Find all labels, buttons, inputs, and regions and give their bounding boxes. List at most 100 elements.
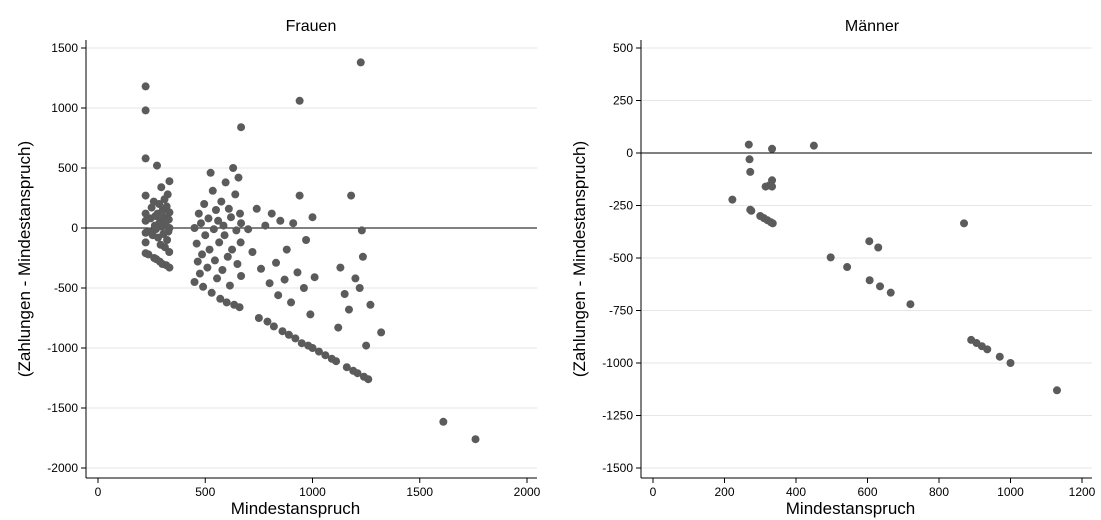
data-point [162, 202, 171, 211]
data-point [278, 327, 287, 336]
data-point [347, 191, 356, 200]
data-point [355, 284, 364, 292]
data-point [210, 256, 219, 265]
data-point [377, 328, 386, 337]
data-point [768, 176, 777, 185]
data-point [205, 245, 214, 254]
data-point [236, 238, 245, 247]
data-point [768, 219, 777, 228]
data-point [165, 208, 174, 217]
data-point [228, 245, 237, 254]
data-point [768, 182, 777, 191]
data-point [163, 236, 172, 244]
data-point [196, 219, 205, 228]
data-point [254, 314, 263, 322]
data-point [366, 300, 375, 309]
y-tick-label: 500 [613, 41, 633, 55]
data-point [224, 204, 233, 213]
y-tick-label: 0 [71, 221, 78, 235]
data-point [198, 250, 207, 259]
x-axis-label: Mindestanspruch [231, 499, 360, 518]
data-point [876, 282, 885, 291]
data-point [280, 275, 289, 284]
data-point [237, 272, 246, 280]
data-point [746, 167, 755, 176]
data-point [207, 288, 216, 297]
y-tick-label: -500 [54, 281, 78, 295]
data-point [204, 214, 213, 223]
data-point [332, 357, 341, 366]
data-point [874, 243, 883, 252]
data-point [351, 274, 360, 283]
x-tick-label: 800 [929, 485, 949, 499]
data-point [321, 351, 330, 360]
data-point [215, 238, 224, 247]
y-tick-label: -250 [609, 199, 633, 213]
data-point [165, 224, 174, 232]
data-point [295, 191, 304, 200]
x-tick-label: 600 [857, 485, 877, 499]
data-point [471, 435, 480, 444]
data-point [222, 298, 231, 307]
data-point [141, 82, 150, 91]
data-point [744, 140, 753, 149]
data-point [308, 213, 317, 222]
data-point [165, 177, 174, 186]
data-point [209, 225, 218, 234]
y-tick-label: -1250 [602, 409, 633, 423]
data-point [983, 345, 992, 354]
x-tick-label: 0 [650, 485, 657, 499]
data-point [265, 279, 274, 288]
data-point [865, 276, 874, 285]
data-point [141, 191, 150, 200]
data-point [308, 344, 317, 352]
data-point [272, 258, 281, 267]
data-point [728, 195, 737, 204]
data-point [267, 209, 276, 218]
y-tick-label: -500 [609, 251, 633, 265]
data-point [356, 58, 365, 67]
data-point [269, 322, 278, 331]
y-tick-label: -1000 [47, 341, 78, 355]
data-point [226, 213, 235, 222]
data-point [291, 334, 300, 343]
data-point [263, 317, 272, 326]
y-axis-label: (Zahlungen - Mindestanspruch) [570, 141, 589, 377]
data-point [147, 203, 156, 212]
data-point [218, 266, 227, 274]
data-point [310, 273, 319, 282]
data-point [244, 225, 253, 234]
x-tick-label: 1500 [406, 485, 433, 499]
data-point [235, 209, 244, 218]
data-point [768, 144, 777, 153]
data-point [152, 161, 161, 170]
chart-title: Frauen [286, 18, 337, 35]
y-tick-label: -750 [609, 304, 633, 318]
y-tick-label: -1000 [602, 356, 633, 370]
x-tick-label: 200 [714, 485, 734, 499]
data-point [165, 263, 174, 272]
data-point [302, 236, 311, 244]
data-point [165, 248, 174, 256]
data-point [219, 221, 228, 230]
x-tick-label: 2000 [514, 485, 541, 499]
data-point [199, 282, 208, 291]
data-point [314, 347, 323, 356]
data-point [747, 206, 756, 215]
data-point [353, 369, 362, 378]
y-tick-label: -2000 [47, 461, 78, 475]
x-tick-label: 500 [195, 485, 215, 499]
data-point [211, 206, 220, 214]
data-point [293, 268, 302, 277]
y-tick-label: -1500 [602, 461, 633, 475]
data-point [141, 238, 150, 247]
data-point [235, 303, 244, 312]
data-point [865, 237, 874, 246]
data-point [221, 178, 230, 187]
data-point [233, 260, 242, 268]
data-point [155, 200, 164, 208]
data-point [214, 216, 223, 225]
data-point [223, 252, 232, 261]
x-tick-label: 1200 [1069, 485, 1096, 499]
data-point [220, 231, 229, 240]
